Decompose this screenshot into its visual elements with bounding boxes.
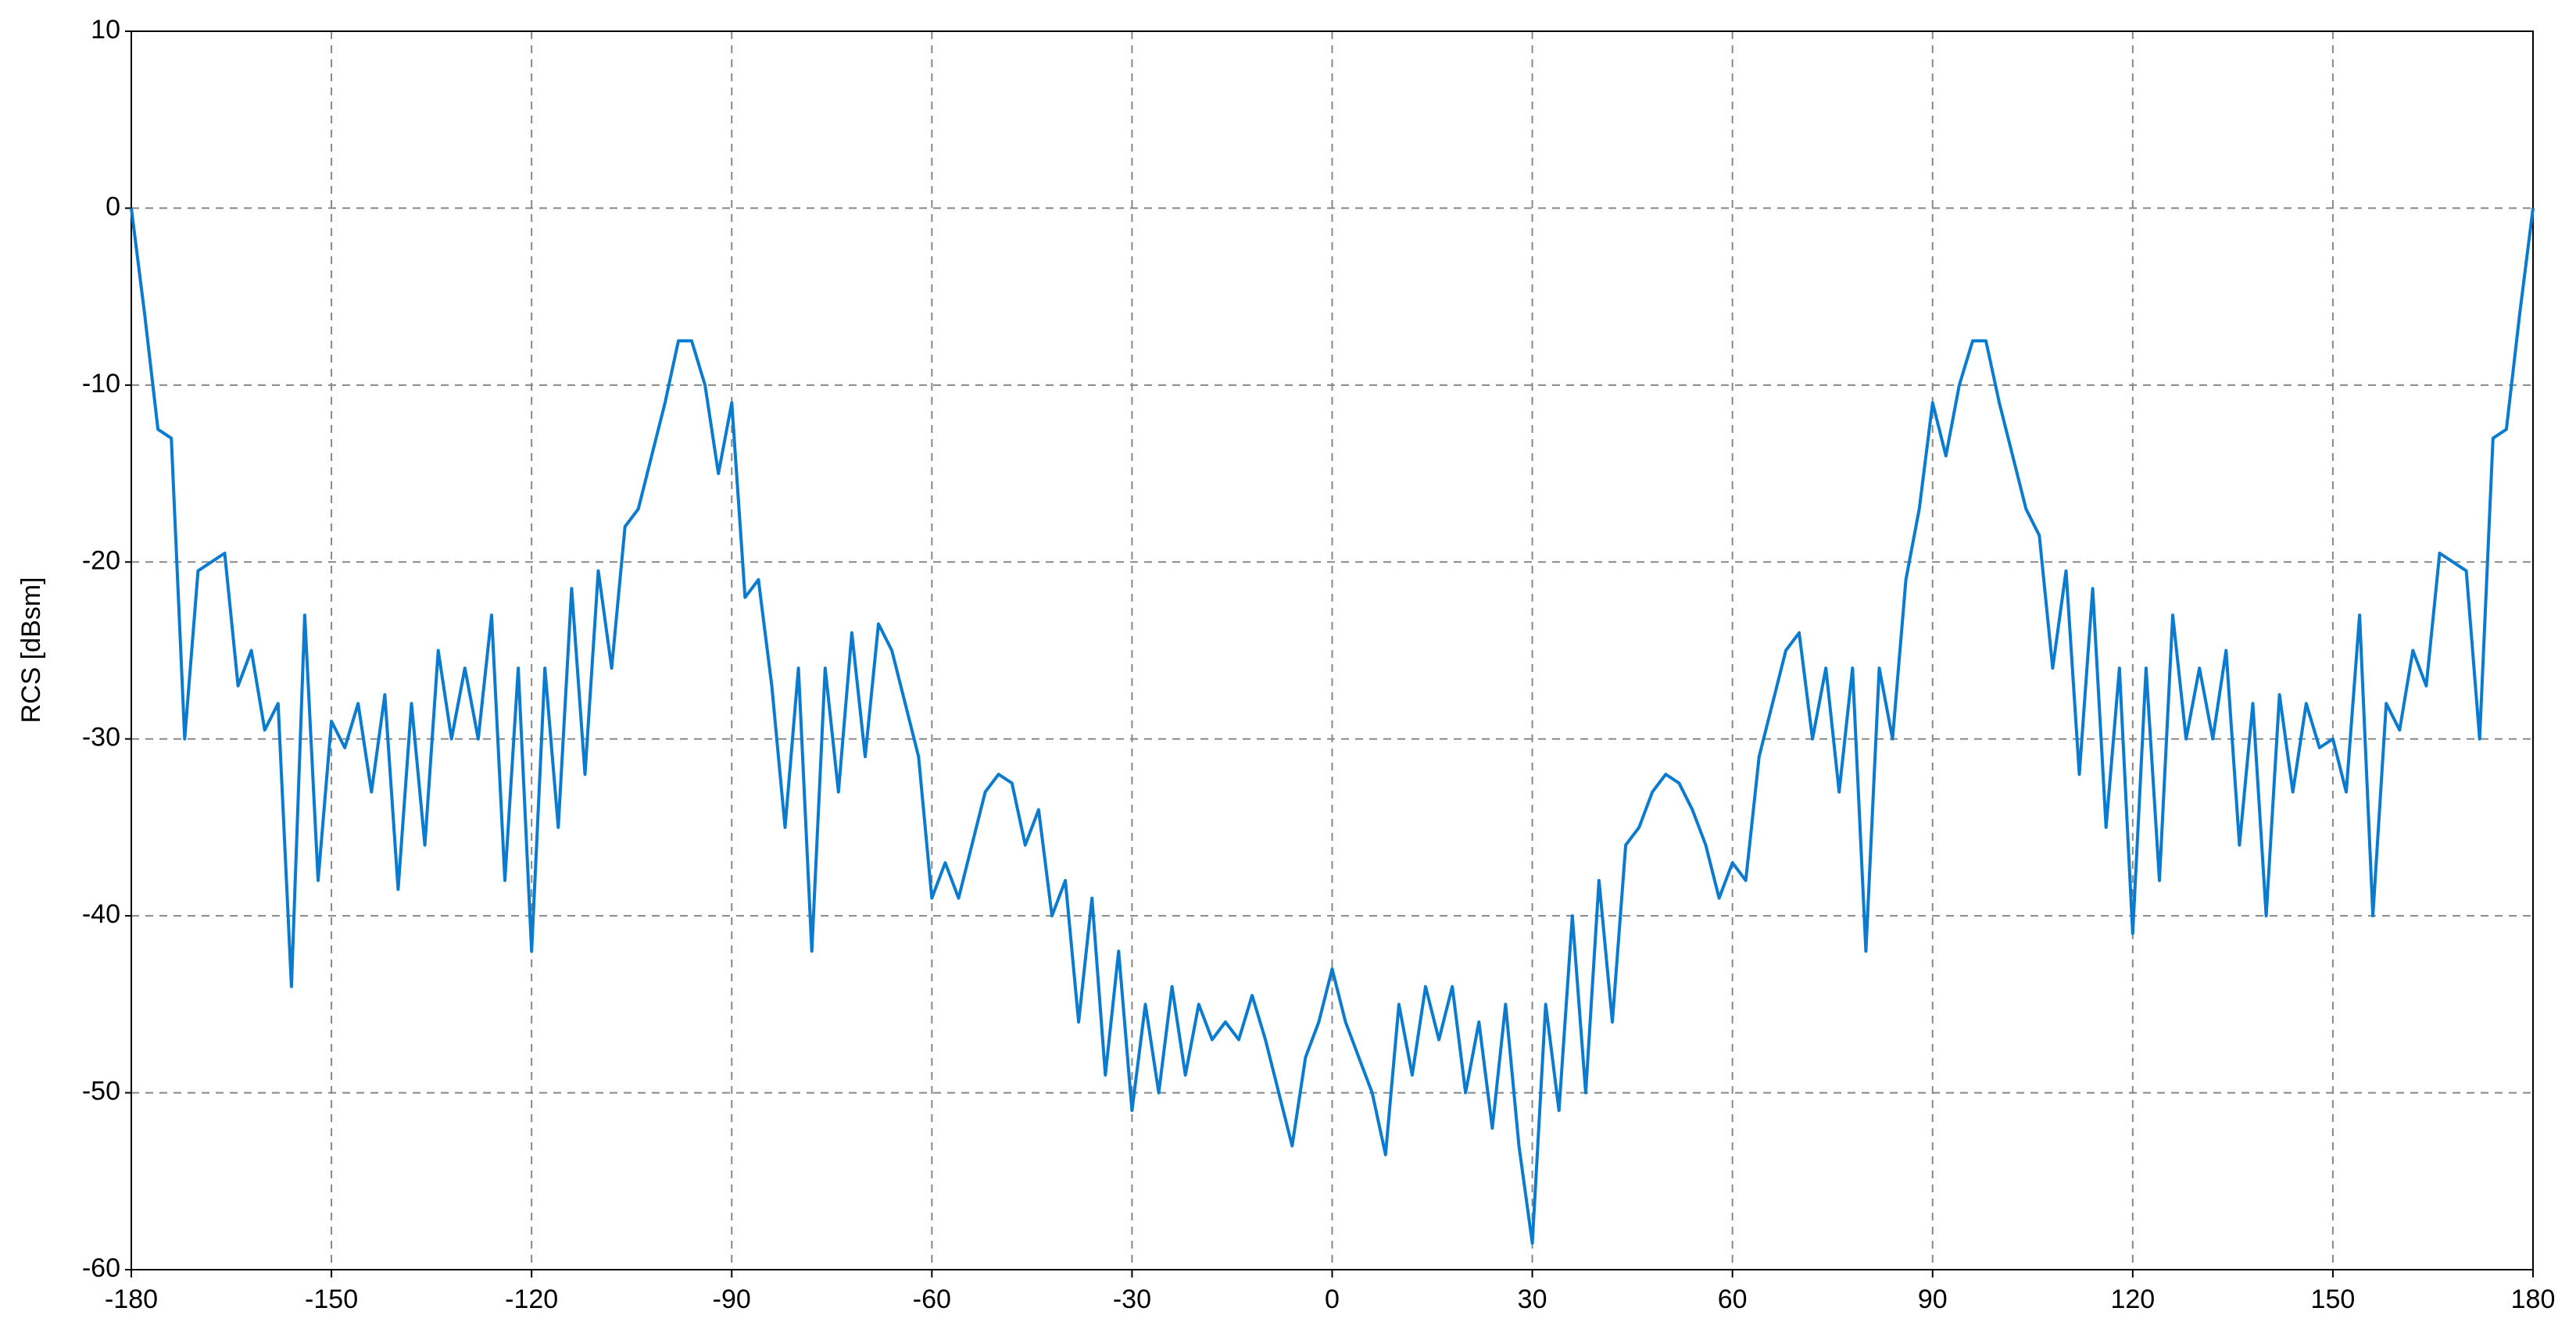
x-tick-label: 150 xyxy=(2311,1285,2356,1314)
x-tick-label: -150 xyxy=(305,1285,358,1314)
x-tick-label: -120 xyxy=(505,1285,558,1314)
y-tick-label: -20 xyxy=(82,545,120,575)
x-tick-label: 30 xyxy=(1518,1285,1547,1314)
y-tick-label: 0 xyxy=(106,191,120,221)
x-tick-label: -60 xyxy=(913,1285,951,1314)
y-tick-label: -40 xyxy=(82,899,120,929)
y-tick-label: -10 xyxy=(82,369,120,398)
data-line xyxy=(130,208,2535,1245)
x-tick-label: 60 xyxy=(1718,1285,1748,1314)
x-tick-label: 0 xyxy=(1325,1285,1340,1314)
y-tick-label: 10 xyxy=(91,15,120,45)
y-axis-label: RCS [dBsm] xyxy=(16,577,46,723)
y-tick-label: -30 xyxy=(82,723,120,752)
x-tick-label: -180 xyxy=(105,1285,158,1314)
y-tick-label: -60 xyxy=(82,1253,120,1283)
x-tick-label: -90 xyxy=(713,1285,751,1314)
x-tick-label: 180 xyxy=(2511,1285,2556,1314)
x-tick-label: 120 xyxy=(2110,1285,2155,1314)
y-tick-label: -50 xyxy=(82,1077,120,1106)
plot-frame xyxy=(131,30,2534,1270)
x-tick-label: 90 xyxy=(1918,1285,1948,1314)
x-tick-label: -30 xyxy=(1113,1285,1151,1314)
